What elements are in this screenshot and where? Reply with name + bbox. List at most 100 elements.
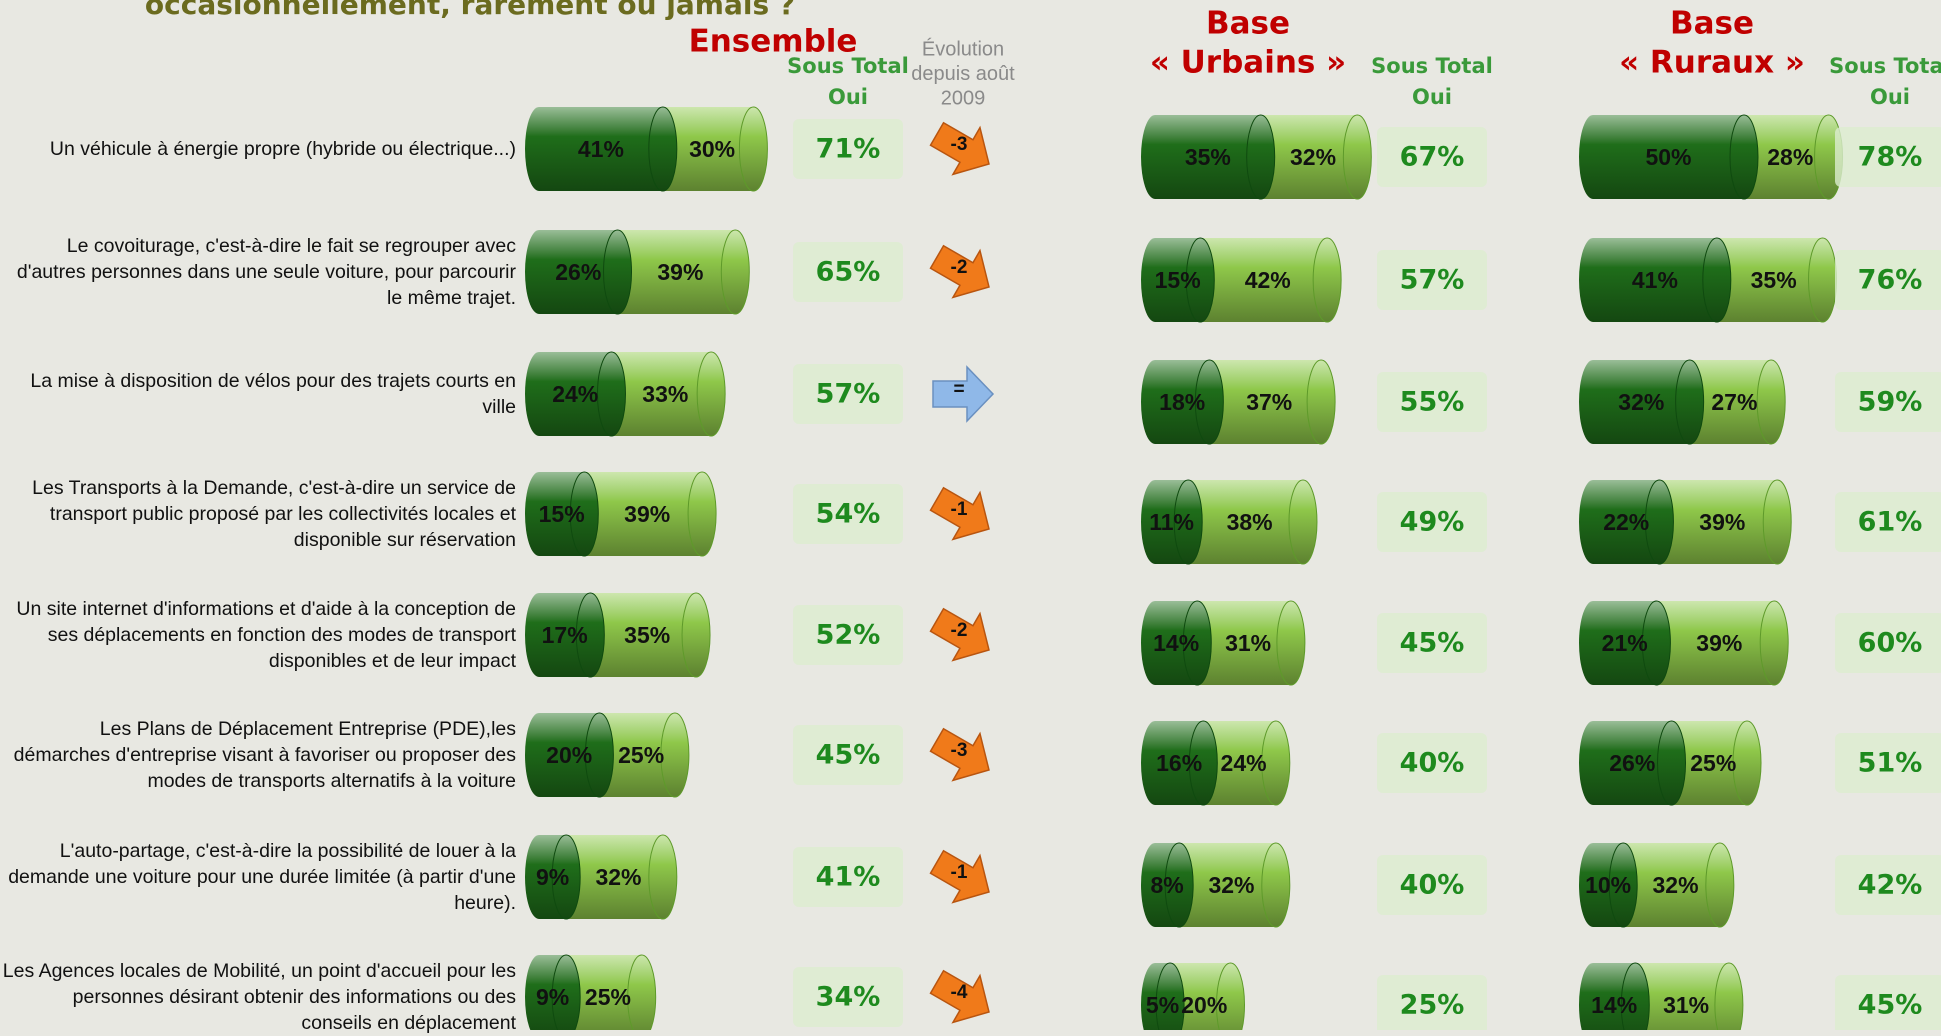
bar-label: 25%: [585, 984, 631, 1010]
item-label: Les Plans de Déplacement Entreprise (PDE…: [13, 718, 516, 792]
subtotal: 42%: [1858, 870, 1923, 901]
bar-cap: [1702, 237, 1732, 323]
bar-cap: [1579, 238, 1607, 322]
bar-cap: [1714, 962, 1744, 1030]
bar-cap: [1288, 479, 1318, 565]
evolution-arrow: [929, 727, 990, 782]
item-label: L'auto-partage, c'est-à-dire la possibil…: [8, 840, 516, 914]
group-title: « Ruraux »: [1619, 45, 1805, 81]
bar-cap: [1579, 601, 1607, 685]
bar-cap: [596, 351, 626, 437]
bar-cap: [1705, 842, 1735, 928]
subtotal: 45%: [1858, 990, 1923, 1021]
bar-cap: [627, 954, 657, 1030]
bar-dark: [539, 107, 663, 191]
bar-light: [1623, 843, 1720, 927]
bar-label: 32%: [1208, 872, 1254, 898]
bar-label: 20%: [1181, 992, 1227, 1018]
bar-light: [1179, 843, 1276, 927]
bar-light: [1188, 480, 1303, 564]
bar-label: 42%: [1245, 267, 1291, 293]
group-title: Ensemble: [689, 24, 858, 60]
subtotal-box: [1835, 127, 1941, 187]
evolution-arrow: [929, 849, 990, 904]
arrow-shape: [929, 244, 990, 299]
bar-label: 20%: [546, 742, 592, 768]
bar-cap: [1141, 601, 1169, 685]
bar-cap: [1579, 360, 1607, 444]
subtotal-box: [1835, 855, 1941, 915]
subtotal: 45%: [1400, 628, 1465, 659]
subtotal: 55%: [1400, 387, 1465, 418]
bar-light: [1716, 238, 1823, 322]
evolution-label: =: [953, 379, 964, 400]
arrow-shape: [932, 365, 995, 423]
bar-cap: [1579, 480, 1607, 564]
title: occasionnellement, rarement ou jamais ?: [145, 0, 795, 21]
bar-label: 38%: [1227, 509, 1273, 535]
bar-cap: [1194, 359, 1224, 445]
subtotal-box: [1377, 492, 1487, 552]
bar-cap: [525, 472, 553, 556]
bar-label: 35%: [1751, 267, 1797, 293]
bar-label: 15%: [1155, 267, 1201, 293]
bar-cap: [1644, 479, 1674, 565]
subtotal: 59%: [1858, 387, 1923, 418]
group-title: « Urbains »: [1150, 45, 1346, 81]
bar-light: [662, 107, 754, 191]
bar-label: 25%: [618, 742, 664, 768]
bar-cap: [569, 471, 599, 557]
subtotal: 67%: [1400, 142, 1465, 173]
bar-cap: [1641, 600, 1671, 686]
bar-label: 18%: [1159, 389, 1205, 415]
evolution-label: -3: [951, 740, 968, 761]
evolution-label: -2: [951, 257, 968, 278]
bar-label: 26%: [1609, 750, 1655, 776]
bar-cap: [525, 713, 553, 797]
bar-label: 39%: [624, 501, 670, 527]
bar-label: 30%: [689, 136, 735, 162]
bar-label: 41%: [578, 136, 624, 162]
bar-cap: [1759, 600, 1789, 686]
bar-cap: [551, 834, 581, 920]
bar-label: 5%: [1146, 992, 1179, 1018]
bar-light: [590, 593, 697, 677]
subtotal: 41%: [816, 862, 881, 893]
bar-cap: [1312, 237, 1342, 323]
subtotal-box: [1835, 733, 1941, 793]
group-title: Base: [1670, 6, 1754, 42]
bar-light: [1209, 360, 1322, 444]
bar-cap: [660, 712, 690, 798]
evolution-header: Évolution: [922, 37, 1004, 60]
subtotal-box: [793, 847, 903, 907]
bar-label: 28%: [1767, 144, 1813, 170]
subtotal: 49%: [1400, 507, 1465, 538]
bar-cap: [696, 351, 726, 437]
bar-cap: [1276, 600, 1306, 686]
bar-cap: [1762, 479, 1792, 565]
bar-cap: [1675, 359, 1705, 445]
bar-cap: [525, 107, 553, 191]
subtotal-header: Sous Total: [787, 54, 909, 78]
item-label: Les Transports à la Demande, c'est-à-dir…: [32, 477, 516, 551]
bar-cap: [1261, 842, 1291, 928]
bar-label: 50%: [1645, 144, 1691, 170]
item-label: Un site internet d'informations et d'aid…: [16, 598, 516, 672]
evolution-label: -1: [951, 499, 968, 520]
subtotal-box: [793, 119, 903, 179]
bar-label: 24%: [1221, 750, 1267, 776]
evolution-header: 2009: [941, 87, 986, 109]
bar-label: 31%: [1663, 992, 1709, 1018]
subtotal: 34%: [816, 982, 881, 1013]
bar-cap: [1155, 962, 1185, 1030]
bar-light: [1197, 601, 1291, 685]
bar-cap: [1246, 114, 1276, 200]
bar-light: [1659, 480, 1778, 564]
bar-label: 26%: [555, 259, 601, 285]
bar-label: 14%: [1591, 992, 1637, 1018]
bar-cap: [1620, 962, 1650, 1030]
bar-label: 39%: [1699, 509, 1745, 535]
subtotal-box: [1377, 855, 1487, 915]
subtotal-header: Sous Total: [1371, 54, 1493, 78]
bar-cap: [687, 471, 717, 557]
